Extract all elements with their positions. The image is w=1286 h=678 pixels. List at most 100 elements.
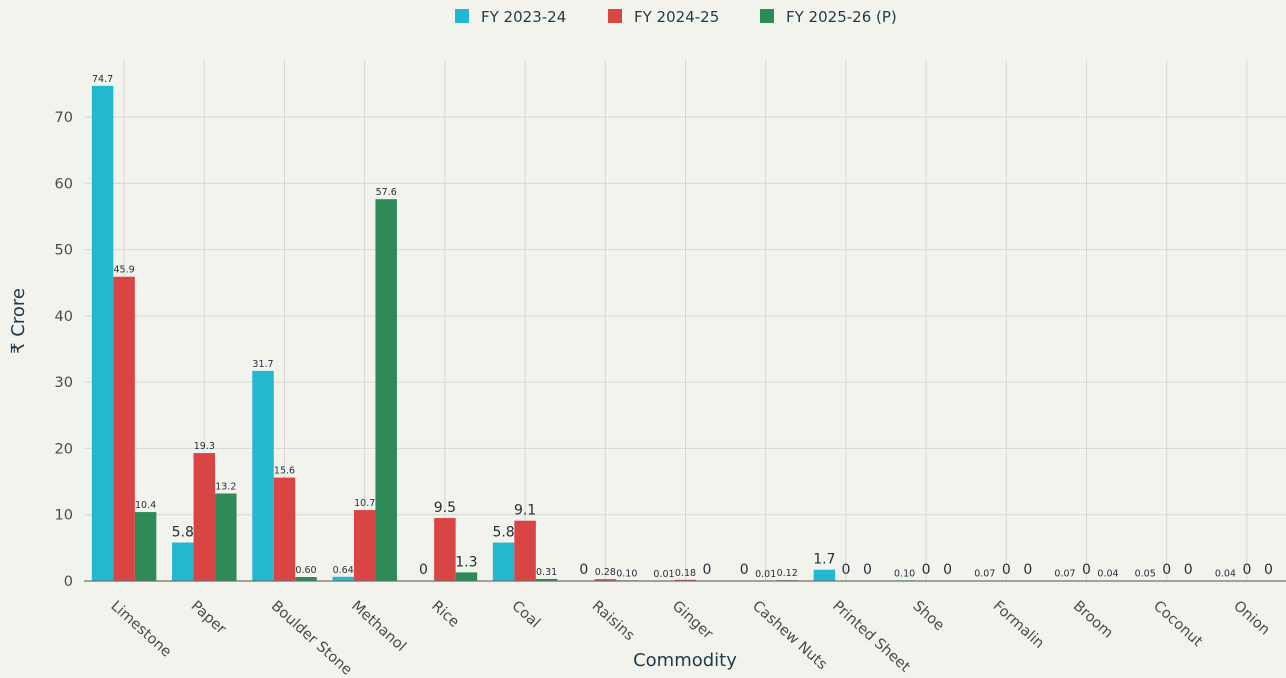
data-label: 0 bbox=[1082, 562, 1091, 578]
bar[interactable] bbox=[375, 199, 397, 582]
bar[interactable] bbox=[492, 542, 515, 581]
data-label: 0.28 bbox=[595, 567, 616, 578]
legend[interactable]: FY 2023-24 FY 2024-25 FY 2025-26 (P) bbox=[455, 8, 897, 26]
data-label: 74.7 bbox=[92, 74, 113, 85]
y-tick-label: 20 bbox=[55, 441, 73, 457]
data-label: 15.6 bbox=[274, 466, 295, 477]
x-tick-label: Paper bbox=[188, 598, 229, 637]
bar[interactable] bbox=[514, 520, 536, 581]
x-tick-label: Formalin bbox=[990, 598, 1047, 652]
data-label: 0.60 bbox=[295, 565, 316, 576]
data-label: 31.7 bbox=[252, 359, 273, 370]
y-tick-label: 50 bbox=[55, 243, 73, 259]
data-label: 0.18 bbox=[675, 568, 696, 579]
legend-swatch bbox=[760, 9, 774, 23]
data-label: 0 bbox=[1184, 562, 1193, 578]
data-label: 1.3 bbox=[455, 554, 477, 570]
x-tick-label: Cashew Nuts bbox=[749, 598, 830, 673]
bar[interactable] bbox=[813, 569, 836, 581]
x-tick-label: Broom bbox=[1070, 598, 1116, 642]
data-label: 0.05 bbox=[1135, 569, 1156, 580]
legend-item[interactable]: FY 2024-25 bbox=[608, 8, 719, 26]
data-label: 0.01 bbox=[653, 569, 674, 580]
data-label: 45.9 bbox=[114, 265, 135, 276]
bar[interactable] bbox=[353, 510, 376, 581]
legend-item[interactable]: FY 2025-26 (P) bbox=[760, 8, 897, 26]
x-tick-label: Coal bbox=[508, 598, 542, 631]
data-label: 0 bbox=[579, 562, 588, 578]
x-axis-title: Commodity bbox=[633, 650, 737, 671]
y-tick-label: 70 bbox=[55, 110, 73, 126]
legend-label: FY 2024-25 bbox=[634, 8, 719, 26]
x-tick-label: Onion bbox=[1230, 598, 1272, 638]
data-label: 0.01 bbox=[755, 569, 776, 580]
y-tick-label: 10 bbox=[55, 508, 73, 524]
x-tick-label: Rice bbox=[428, 598, 462, 631]
y-axis-title: ₹ Crore bbox=[8, 288, 29, 354]
bar[interactable] bbox=[193, 453, 216, 581]
bar[interactable] bbox=[91, 85, 114, 582]
legend-label: FY 2025-26 (P) bbox=[786, 8, 897, 26]
data-label: 0 bbox=[1023, 562, 1032, 578]
y-tick-label: 0 bbox=[64, 574, 73, 590]
x-tick-label: Raisins bbox=[589, 598, 638, 644]
bar[interactable] bbox=[295, 577, 317, 581]
x-tick-label: Limestone bbox=[107, 598, 174, 660]
legend-label: FY 2023-24 bbox=[481, 8, 566, 26]
data-label: 13.2 bbox=[215, 482, 236, 493]
data-label: 19.3 bbox=[194, 441, 215, 452]
data-label: 0.10 bbox=[616, 568, 637, 579]
data-label: 10.4 bbox=[135, 500, 156, 511]
x-tick-label: Coconut bbox=[1150, 598, 1205, 650]
data-label: 1.7 bbox=[813, 552, 835, 568]
data-label: 0 bbox=[419, 562, 428, 578]
data-label: 5.8 bbox=[492, 525, 514, 541]
y-tick-label: 60 bbox=[55, 176, 73, 192]
data-label: 57.6 bbox=[376, 187, 397, 198]
bar[interactable] bbox=[455, 572, 478, 581]
data-label: 0.31 bbox=[536, 567, 557, 578]
data-label: 0.12 bbox=[777, 568, 798, 579]
y-tick-label: 40 bbox=[55, 309, 73, 325]
data-label: 0.04 bbox=[1215, 569, 1236, 580]
data-label: 0 bbox=[703, 562, 712, 578]
data-label: 0 bbox=[1162, 562, 1171, 578]
legend-item[interactable]: FY 2023-24 bbox=[455, 8, 566, 26]
data-labels: 74.7 5.8 31.7 0.64 0 5.8 0 0.01 0 1.7 0.10 0.07 0.07… bbox=[92, 74, 1273, 580]
bars bbox=[91, 85, 1237, 582]
bar[interactable] bbox=[273, 477, 296, 581]
legend-swatch bbox=[455, 9, 469, 23]
data-label: 0 bbox=[1002, 562, 1011, 578]
data-label: 9.5 bbox=[434, 500, 456, 516]
bar[interactable] bbox=[535, 578, 558, 581]
x-tick-label: Ginger bbox=[669, 598, 716, 642]
bar[interactable] bbox=[252, 370, 274, 581]
grid bbox=[84, 60, 1286, 581]
bar[interactable] bbox=[332, 576, 354, 581]
x-tick-label: Methanol bbox=[348, 598, 409, 655]
bar[interactable] bbox=[594, 579, 617, 581]
bar[interactable] bbox=[215, 493, 237, 581]
bar[interactable] bbox=[172, 542, 194, 581]
data-label: 9.1 bbox=[514, 503, 536, 519]
x-tick-label: Boulder Stone bbox=[268, 598, 355, 678]
data-label: 0.07 bbox=[1054, 569, 1075, 580]
y-tick-label: 30 bbox=[55, 375, 73, 391]
bar[interactable] bbox=[434, 518, 456, 581]
y-axis: 0 10 20 30 40 50 60 70 bbox=[55, 110, 73, 590]
legend-swatch bbox=[608, 9, 622, 23]
data-label: 0 bbox=[740, 562, 749, 578]
data-label: 0.64 bbox=[333, 565, 354, 576]
data-label: 0 bbox=[1242, 562, 1251, 578]
bar[interactable] bbox=[113, 276, 135, 581]
data-label: 0 bbox=[922, 562, 931, 578]
data-label: 0 bbox=[943, 562, 952, 578]
data-label: 0.04 bbox=[1097, 569, 1118, 580]
data-label: 0 bbox=[841, 562, 850, 578]
bar[interactable] bbox=[134, 512, 157, 581]
data-label: 5.8 bbox=[172, 525, 194, 541]
data-label: 0 bbox=[1264, 562, 1273, 578]
data-label: 10.7 bbox=[354, 498, 375, 509]
x-tick-label: Shoe bbox=[909, 598, 947, 634]
